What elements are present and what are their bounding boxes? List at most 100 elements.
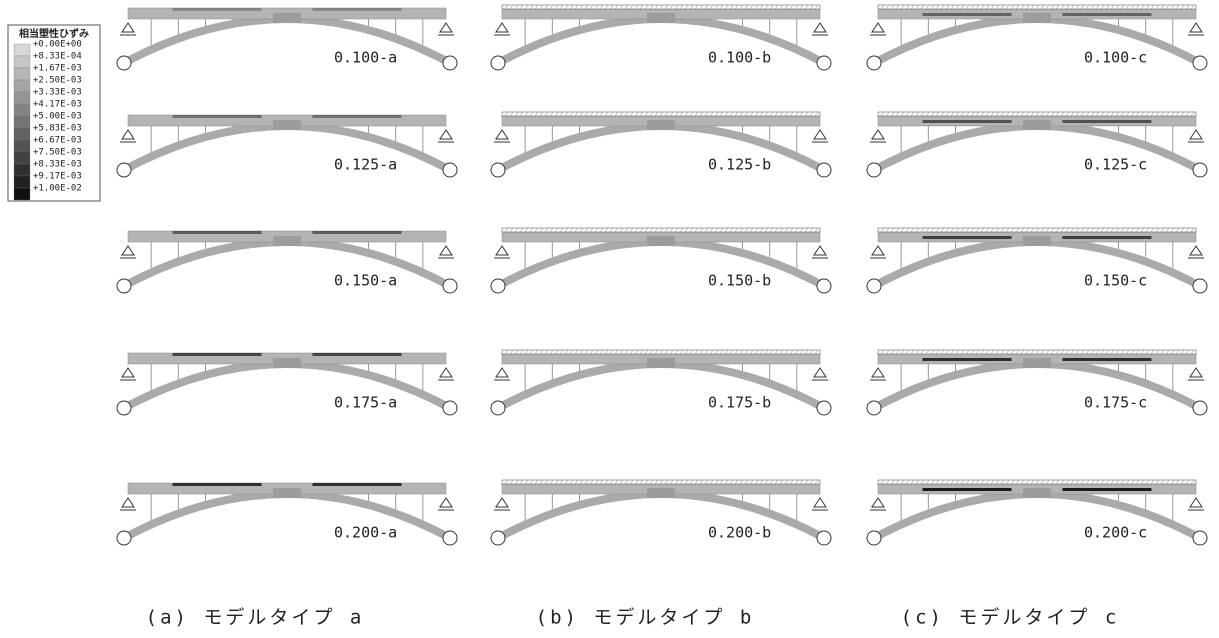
strain-zone (312, 231, 401, 234)
arch-hinge (443, 279, 457, 293)
legend-label: +9.17E-03 (33, 172, 82, 182)
support (496, 368, 508, 377)
support (814, 23, 826, 32)
panel-label: 0.200-c (1084, 524, 1147, 542)
crown-joint (1023, 236, 1051, 246)
strain-zone (923, 488, 1012, 491)
crown-joint (273, 236, 301, 246)
panel-label: 0.175-a (334, 394, 397, 412)
strain-zone (1062, 120, 1151, 123)
panel-label: 0.150-c (1084, 272, 1147, 290)
support (1190, 23, 1202, 32)
strain-zone (923, 13, 1012, 16)
arch-hinge (1193, 531, 1207, 545)
panel-label: 0.100-a (334, 49, 397, 67)
arch-rib (498, 494, 824, 538)
arch-hinge (867, 279, 881, 293)
legend-label: +2.50E-03 (33, 76, 82, 86)
support (496, 498, 508, 507)
arch-rib (124, 19, 450, 63)
legend-swatch (14, 44, 30, 56)
arch-hinge (117, 56, 131, 70)
column-caption: (a) モデルタイプ a (146, 607, 365, 629)
strain-zone (173, 483, 262, 486)
panel-label: 0.150-a (334, 272, 397, 290)
support (496, 23, 508, 32)
arch-hinge (443, 163, 457, 177)
legend-label: +0.00E+00 (33, 40, 82, 50)
strain-zone (312, 115, 401, 118)
legend-label: +4.17E-03 (33, 100, 82, 110)
arch-hinge (867, 56, 881, 70)
strain-zone (173, 231, 262, 234)
panel-label: 0.125-a (334, 156, 397, 174)
panel-label: 0.100-b (708, 49, 771, 67)
legend-swatch (14, 188, 30, 200)
arch-hinge (491, 163, 505, 177)
arch-rib (874, 19, 1200, 63)
support (814, 498, 826, 507)
arch-hinge (817, 279, 831, 293)
arch-rib (498, 126, 824, 170)
crown-joint (273, 358, 301, 368)
legend-label: +6.67E-03 (33, 136, 82, 146)
crown-joint (647, 358, 675, 368)
crown-joint (1023, 120, 1051, 130)
arch-hinge (491, 531, 505, 545)
strain-zone (1062, 358, 1151, 361)
panel-label: 0.150-b (708, 272, 771, 290)
strain-zone (923, 236, 1012, 239)
legend-swatch (14, 80, 30, 92)
arch-rib (874, 126, 1200, 170)
arch-hinge (1193, 279, 1207, 293)
support (1190, 130, 1202, 139)
strain-zone (1062, 236, 1151, 239)
support (872, 246, 884, 255)
crown-joint (1023, 488, 1051, 498)
strain-zone (1062, 13, 1151, 16)
legend-swatch (14, 128, 30, 140)
arch-rib (498, 19, 824, 63)
arch-rib (124, 242, 450, 286)
strain-zone (1062, 488, 1151, 491)
support (440, 368, 452, 377)
legend-swatch (14, 140, 30, 152)
arch-hinge (491, 401, 505, 415)
support (1190, 246, 1202, 255)
arch-hinge (817, 163, 831, 177)
panel-label: 0.100-c (1084, 49, 1147, 67)
legend-label: +8.33E-03 (33, 160, 82, 170)
arch-rib (124, 364, 450, 408)
arch-hinge (1193, 163, 1207, 177)
arch-hinge (117, 279, 131, 293)
support (122, 498, 134, 507)
crown-joint (1023, 13, 1051, 23)
crown-joint (273, 13, 301, 23)
arch-rib (874, 494, 1200, 538)
arch-hinge (117, 401, 131, 415)
panel-label: 0.125-c (1084, 156, 1147, 174)
arch-hinge (817, 56, 831, 70)
arch-hinge (117, 163, 131, 177)
arch-hinge (443, 401, 457, 415)
column-caption: (c) モデルタイプ c (901, 607, 1120, 629)
crown-joint (647, 13, 675, 23)
legend-label: +5.83E-03 (33, 124, 82, 134)
strain-zone (312, 353, 401, 356)
legend-swatch (14, 164, 30, 176)
legend-swatch (14, 176, 30, 188)
strain-zone (173, 353, 262, 356)
arch-hinge (443, 56, 457, 70)
support (496, 130, 508, 139)
arch-hinge (867, 401, 881, 415)
support (496, 246, 508, 255)
crown-joint (273, 120, 301, 130)
arch-rib (498, 242, 824, 286)
arch-hinge (117, 531, 131, 545)
arch-rib (124, 126, 450, 170)
support (814, 246, 826, 255)
panel-label: 0.175-c (1084, 394, 1147, 412)
legend-label: +8.33E-04 (33, 52, 82, 62)
support (872, 130, 884, 139)
support (122, 368, 134, 377)
